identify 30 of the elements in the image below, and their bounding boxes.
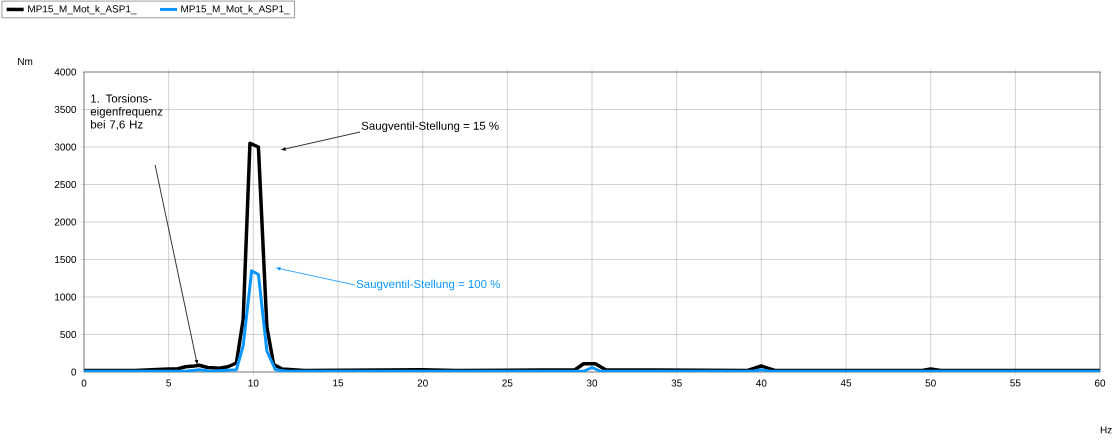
y-tick-label: 2500 — [54, 180, 77, 189]
x-tick-label: 60 — [1094, 379, 1106, 387]
y-tick-label: 3000 — [54, 143, 77, 151]
y-tick-label: 4000 — [54, 68, 77, 76]
x-tick-label: 40 — [756, 379, 767, 387]
y-tick-label: 3500 — [54, 105, 77, 114]
x-tick-label: 45 — [840, 379, 852, 387]
annotation: 1. Torsions-eigenfrequenz bei 7,6 Hz — [90, 94, 163, 130]
x-tick-label: 55 — [1010, 379, 1021, 387]
y-tick-label: 1000 — [55, 293, 77, 301]
line-series — [84, 269, 1101, 372]
x-tick-label: 5 — [166, 379, 172, 387]
x-tick-label: 30 — [586, 379, 598, 387]
x-tick-label: 50 — [925, 379, 936, 387]
y-tick-label: 2000 — [54, 218, 77, 226]
x-axis-title: Hz — [1100, 426, 1112, 434]
y-tick-label: 1500 — [55, 255, 77, 264]
x-tick-label: 0 — [81, 379, 87, 387]
y-axis-title: Nm — [18, 58, 33, 65]
x-tick-label: 10 — [248, 379, 259, 387]
annotation: Saugventil-Stellung = 15 % — [361, 121, 499, 133]
y-tick-label: 500 — [60, 330, 77, 339]
annotation: Saugventil-Stellung = 100 % — [356, 279, 500, 291]
legend-label: MP15_M_Mot_k_ASP1_ — [28, 5, 137, 15]
x-tick-label: 20 — [417, 379, 428, 387]
x-tick-label: 25 — [502, 379, 513, 387]
x-tick-label: 15 — [333, 379, 344, 387]
y-tick-label: 0 — [71, 368, 77, 376]
legend-label: MP15_M_Mot_k_ASP1_ — [181, 5, 290, 15]
x-tick-label: 35 — [671, 379, 682, 387]
